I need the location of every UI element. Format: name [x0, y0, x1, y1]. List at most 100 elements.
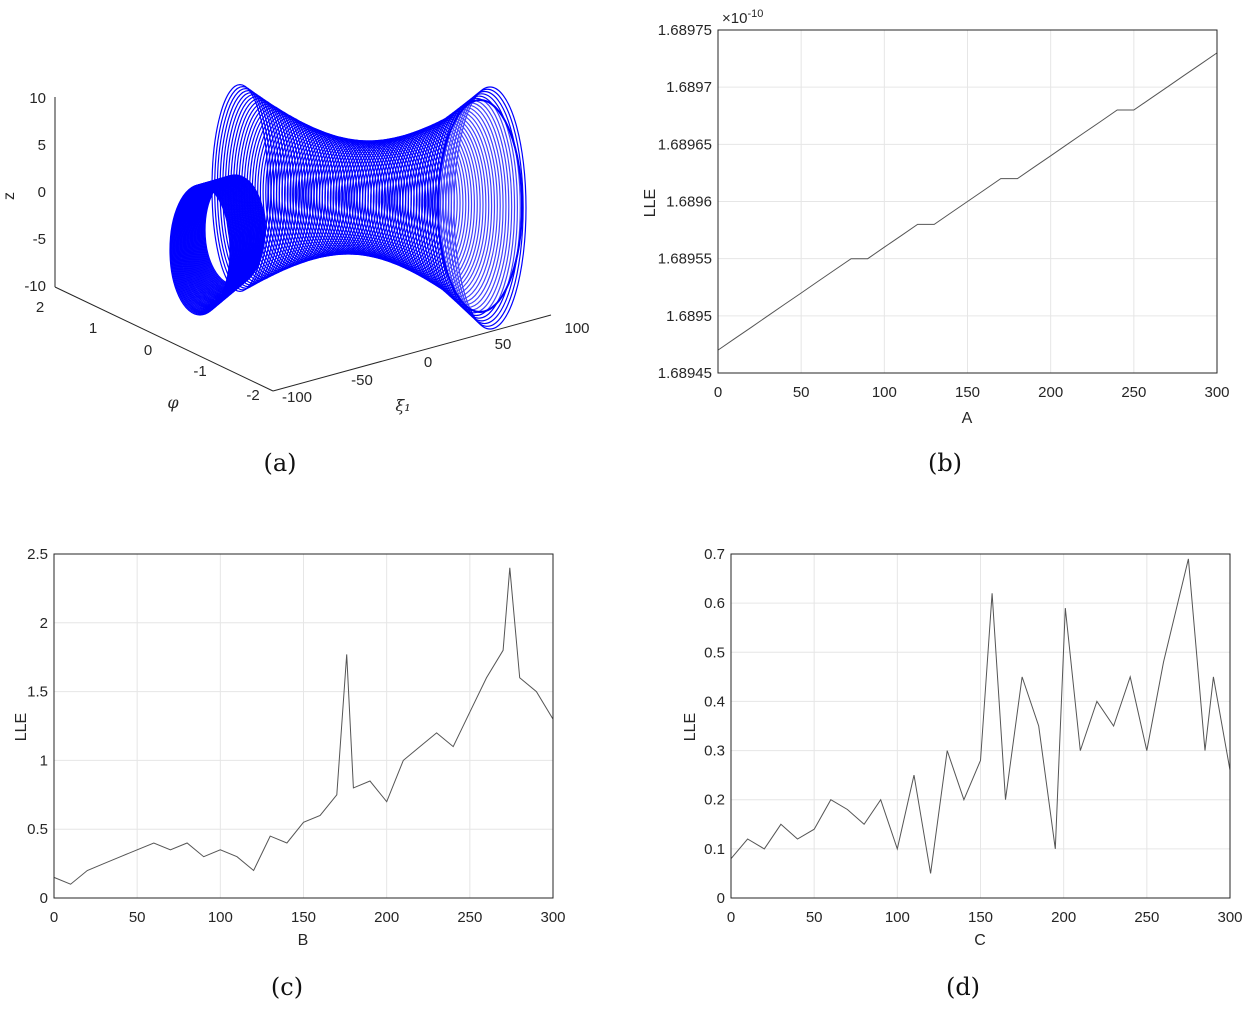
phi-tick: -2	[246, 387, 259, 404]
y-tick-label: 0	[40, 890, 48, 907]
xi-tick: -100	[282, 389, 312, 406]
x-tick-label: 50	[129, 909, 146, 926]
y-tick-label: 1.6895	[666, 308, 712, 325]
surface-ring	[275, 125, 338, 262]
y-tick-label: 0.4	[704, 693, 725, 710]
x-tick-label: 0	[727, 909, 735, 926]
surface-ring	[445, 93, 518, 322]
x-tick-label: 300	[1217, 909, 1242, 926]
y-axis-label-c: LLE	[13, 713, 30, 741]
y-tick-label: 0.7	[704, 546, 725, 563]
y-tick-label: 1.6896	[666, 194, 712, 211]
z-tick: 5	[38, 137, 46, 154]
y-axis-label-d: LLE	[682, 713, 699, 741]
y-axis-label-b: LLE	[642, 189, 659, 217]
grid-c	[53, 553, 554, 899]
x-tick-label: 250	[1121, 384, 1146, 401]
series-line-c	[53, 567, 554, 885]
y-tick-label: 0.3	[704, 743, 725, 760]
caption-b: (b)	[928, 449, 962, 477]
z-tick: -5	[33, 231, 46, 248]
y-tick-label: 1.68965	[658, 136, 712, 153]
y-tick-label: 0	[717, 890, 725, 907]
x-tick-label: 200	[1038, 384, 1063, 401]
panel-a-3d-surface: 10 5 0 -5 -10 z 2 1 0 -1 -2 φ -100 -50 0…	[1, 84, 590, 477]
y-tick-label: 0.1	[704, 841, 725, 858]
exponent-power: -10	[747, 8, 763, 20]
caption-c: (c)	[271, 973, 303, 1001]
series-line-d	[730, 558, 1231, 874]
x-ticks-c: 0 50 100 150 200 250 300	[50, 909, 566, 926]
surface-ring	[286, 130, 349, 259]
x-tick-label: 150	[291, 909, 316, 926]
surface-ring	[273, 124, 335, 262]
y-tick-label: 1.68945	[658, 365, 712, 382]
phi-axis-label: φ	[167, 393, 179, 412]
surface-ring	[448, 90, 521, 325]
xi-axis-label: ξ₁	[395, 396, 410, 415]
exponent-label-b: ×10-10	[722, 8, 763, 27]
surface-ring	[204, 174, 266, 286]
x-ticks-d: 0 50 100 150 200 250 300	[727, 909, 1243, 926]
y-tick-label: 1	[40, 752, 48, 769]
surface-ring	[450, 88, 524, 327]
z-tick: 10	[29, 90, 46, 107]
surface-ring	[278, 126, 341, 261]
y-tick-label: 1.68955	[658, 251, 712, 268]
surface-ring	[270, 122, 332, 263]
y-tick-label: 1.68975	[658, 22, 712, 39]
x-tick-label: 250	[457, 909, 482, 926]
x-tick-label: 300	[540, 909, 565, 926]
plot-frame-c	[53, 553, 554, 899]
plot-frame-b	[717, 29, 1218, 374]
exponent-base: ×10	[722, 10, 747, 27]
surface-ring	[439, 97, 513, 317]
panel-d-line-chart: 0 50 100 150 200 250 300 0 0.1 0.2 0.3 0.4 0.5 0.6 0.…	[682, 546, 1243, 1001]
y-tick-label: 0.6	[704, 595, 725, 612]
y-tick-label: 0.5	[704, 644, 725, 661]
x-ticks-b: 0 50 100 150 200 250 300	[714, 384, 1230, 401]
x-axis-label-c: B	[298, 932, 309, 949]
surface-end-cap	[437, 99, 523, 313]
panel-c-line-chart: 0 50 100 150 200 250 300 0 0.5 1 1.5 2 2.5 B LLE (c…	[13, 546, 566, 1001]
caption-a: (a)	[263, 449, 296, 477]
y-tick-label: 2	[40, 615, 48, 632]
x-axis-label-d: C	[974, 932, 986, 949]
phi-axis-line	[54, 286, 274, 392]
x-tick-label: 100	[208, 909, 233, 926]
x-tick-label: 250	[1134, 909, 1159, 926]
xi-tick: 0	[424, 354, 432, 371]
surface-ring	[289, 131, 352, 258]
x-tick-label: 150	[968, 909, 993, 926]
x-tick-label: 100	[872, 384, 897, 401]
y-tick-label: 0.5	[27, 821, 48, 838]
series-line-b	[717, 52, 1218, 351]
x-tick-label: 0	[714, 384, 722, 401]
panel-b-line-chart: 0 50 100 150 200 250 300 1.689451.68951.689551…	[642, 8, 1230, 477]
z-tick: -10	[24, 278, 46, 295]
z-axis-label: z	[1, 192, 18, 200]
surface-ring	[284, 129, 347, 259]
x-tick-label: 150	[955, 384, 980, 401]
phi-tick: -1	[193, 363, 206, 380]
x-tick-label: 200	[374, 909, 399, 926]
surface-ring	[292, 132, 355, 258]
grid-d	[730, 553, 1231, 899]
x-axis-label-b: A	[962, 410, 973, 427]
x-tick-label: 300	[1204, 384, 1229, 401]
surface-ring	[281, 128, 344, 260]
surface-ring	[453, 86, 527, 330]
surface-ring	[442, 95, 516, 319]
phi-tick: 2	[36, 299, 44, 316]
xi-tick: -50	[351, 372, 373, 389]
y-ticks-d: 0 0.1 0.2 0.3 0.4 0.5 0.6 0.7	[704, 546, 725, 907]
y-tick-label: 0.2	[704, 792, 725, 809]
xi-tick: 50	[495, 336, 512, 353]
z-tick: 0	[38, 184, 46, 201]
y-tick-label: 2.5	[27, 546, 48, 563]
x-tick-label: 200	[1051, 909, 1076, 926]
x-tick-label: 0	[50, 909, 58, 926]
xi-tick: 100	[564, 320, 589, 337]
y-ticks-b: 1.68945 1.6895 1.68955 1.6896 1.68965 1.6897 1…	[658, 22, 712, 382]
xi-axis-line	[272, 314, 552, 392]
